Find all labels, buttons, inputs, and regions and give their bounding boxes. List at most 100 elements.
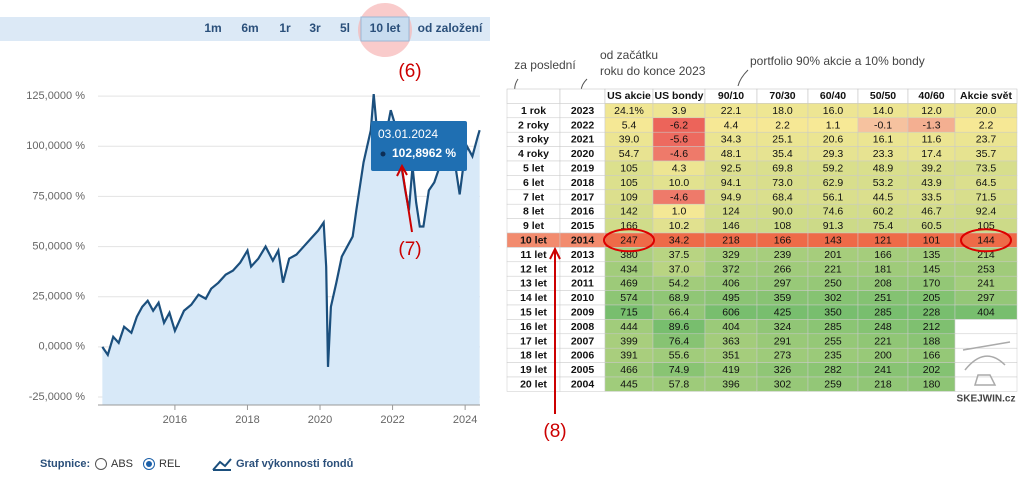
- table-note: za poslední: [514, 58, 576, 72]
- table-cell: 39.2: [921, 162, 942, 174]
- row-header: 2019: [571, 162, 595, 174]
- table-cell: 444: [620, 321, 638, 333]
- table-cell: 145: [923, 263, 941, 275]
- table-cell: 166: [774, 234, 792, 246]
- table-cell: 466: [620, 364, 638, 376]
- table-cell: 35.7: [976, 148, 997, 160]
- table-cell: 404: [722, 321, 740, 333]
- row-header: 2 roky: [518, 119, 549, 131]
- row-header: 2015: [571, 220, 595, 232]
- x-tick-label: 2016: [163, 414, 187, 426]
- table-cell: 329: [722, 249, 740, 261]
- range-button[interactable]: 6m: [241, 21, 258, 35]
- callout: (7): [398, 239, 421, 260]
- table-cell: 282: [824, 364, 842, 376]
- column-header: US bondy: [655, 90, 704, 102]
- y-tick-label: 0,0000 %: [39, 341, 86, 353]
- row-header: 12 let: [520, 263, 547, 275]
- watermark-icon: [962, 341, 1011, 386]
- table-cell: 495: [722, 292, 740, 304]
- range-button[interactable]: 1m: [204, 21, 221, 35]
- table-cell: 253: [977, 263, 995, 275]
- table-cell: 166: [923, 350, 941, 362]
- column-header: 60/40: [820, 90, 846, 102]
- table-cell: 17.4: [921, 148, 942, 160]
- row-header: 2008: [571, 321, 595, 333]
- row-header: 17 let: [520, 335, 547, 347]
- table-note: od začátku: [600, 48, 658, 62]
- column-header: 40/60: [918, 90, 944, 102]
- table-cell: 92.4: [976, 206, 997, 218]
- row-header: 3 roky: [518, 134, 549, 146]
- y-tick-label: -25,0000 %: [29, 391, 85, 403]
- y-tick-label: 125,0000 %: [26, 90, 85, 102]
- table-cell: 404: [977, 306, 995, 318]
- tooltip: [371, 121, 467, 171]
- table-cell: 54.2: [669, 278, 690, 290]
- row-header: 9 let: [523, 220, 545, 232]
- range-button[interactable]: 3r: [309, 21, 321, 35]
- table-cell: 73.0: [772, 177, 793, 189]
- table-cell: 391: [620, 350, 638, 362]
- table-cell: 297: [774, 278, 792, 290]
- row-header: 8 let: [523, 206, 545, 218]
- table-cell: 10.0: [669, 177, 690, 189]
- radio-label[interactable]: REL: [159, 458, 180, 470]
- table-cell: 10.2: [669, 220, 690, 232]
- table-cell: 205: [923, 292, 941, 304]
- table-cell: 188: [923, 335, 941, 347]
- table-cell: 5.4: [622, 119, 637, 131]
- table-cell: 14.0: [873, 105, 894, 117]
- table-cell: 75.4: [873, 220, 894, 232]
- row-header: 13 let: [520, 278, 547, 290]
- radio[interactable]: [95, 458, 107, 470]
- table-cell: 56.1: [823, 191, 844, 203]
- table-cell: -6.2: [670, 119, 688, 131]
- table-cell: 351: [722, 350, 740, 362]
- table-cell: 285: [874, 306, 892, 318]
- table-cell: 218: [874, 378, 892, 390]
- table-cell: 574: [620, 292, 638, 304]
- table-cell: 221: [824, 263, 842, 275]
- tooltip-value: 102,8962 %: [392, 146, 456, 160]
- x-tick-label: 2020: [308, 414, 332, 426]
- table-cell: 142: [620, 206, 638, 218]
- table-cell: 324: [774, 321, 792, 333]
- table-cell: 363: [722, 335, 740, 347]
- x-tick-label: 2022: [380, 414, 404, 426]
- row-header: 2011: [571, 278, 594, 290]
- table-cell: 29.3: [823, 148, 844, 160]
- table-cell: 297: [977, 292, 995, 304]
- radio-label[interactable]: ABS: [111, 458, 133, 470]
- range-button[interactable]: od založení: [418, 21, 483, 35]
- y-tick-label: 100,0000 %: [26, 140, 85, 152]
- range-button[interactable]: 5l: [340, 21, 350, 35]
- plot: -25,0000 % 0,0000 % 25,0000 % 50,0000 % 75,0…: [26, 90, 481, 426]
- table: za poslední od začátku roku do konce 2023 p…: [506, 48, 1018, 405]
- table-cell: 181: [874, 263, 892, 275]
- range-button[interactable]: 1r: [279, 21, 291, 35]
- row-header: 4 roky: [518, 148, 549, 160]
- row-header: 19 let: [520, 364, 547, 376]
- y-tick-label: 25,0000 %: [32, 291, 85, 303]
- line: [101, 94, 481, 367]
- table-cell: 34.3: [721, 134, 742, 146]
- table-note: roku do konce 2023: [600, 64, 706, 78]
- table-cell: 247: [620, 234, 638, 246]
- row-header: 2004: [571, 378, 595, 390]
- row-header: 2016: [571, 206, 595, 218]
- table-cell: 239: [774, 249, 792, 261]
- table-cell: 212: [923, 321, 941, 333]
- table-cell: -1.3: [922, 119, 940, 131]
- table-cell: 250: [824, 278, 842, 290]
- range-button[interactable]: 10 let: [370, 21, 401, 35]
- table-cell: -4.6: [670, 191, 688, 203]
- table-cell: 43.9: [921, 177, 942, 189]
- row-header: 2012: [571, 263, 595, 275]
- table-cell: 60.2: [873, 206, 894, 218]
- table-cell: 24.1%: [614, 105, 644, 117]
- callout-arrow: [549, 246, 561, 414]
- fund-chart-link[interactable]: Graf výkonnosti fondů: [236, 458, 353, 470]
- table-cell: 62.9: [823, 177, 844, 189]
